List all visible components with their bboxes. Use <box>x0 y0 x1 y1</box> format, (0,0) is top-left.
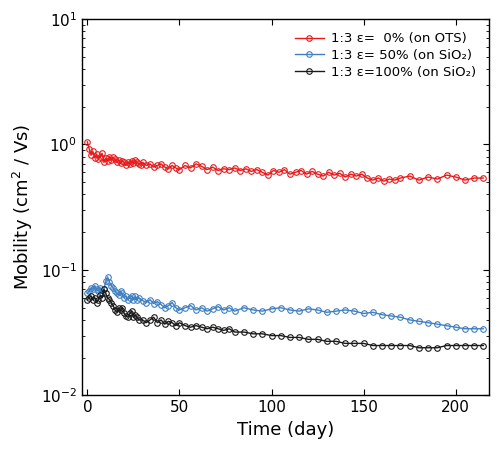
Line: 1:3 ε=100% (on SiO₂): 1:3 ε=100% (on SiO₂) <box>84 287 486 351</box>
1:3 ε=  0% (on OTS) <box>381 179 387 184</box>
1:3 ε=  0% (on OTS) <box>298 168 304 173</box>
1:3 ε=100% (on SiO₂) <box>416 345 422 351</box>
1:3 ε=100% (on SiO₂) <box>132 312 138 317</box>
1:3 ε=  0% (on OTS) <box>84 139 90 144</box>
Legend: 1:3 ε=  0% (on OTS), 1:3 ε= 50% (on SiO₂), 1:3 ε=100% (on SiO₂): 1:3 ε= 0% (on OTS), 1:3 ε= 50% (on SiO₂)… <box>288 26 482 86</box>
Y-axis label: Mobility (cm$^2$ / Vs): Mobility (cm$^2$ / Vs) <box>11 124 35 290</box>
1:3 ε=100% (on SiO₂) <box>134 315 140 320</box>
1:3 ε=100% (on SiO₂) <box>84 297 90 302</box>
Line: 1:3 ε= 50% (on SiO₂): 1:3 ε= 50% (on SiO₂) <box>84 274 486 332</box>
1:3 ε=100% (on SiO₂) <box>198 324 204 330</box>
1:3 ε= 50% (on SiO₂) <box>158 302 164 307</box>
1:3 ε=100% (on SiO₂) <box>158 317 164 323</box>
1:3 ε=100% (on SiO₂) <box>150 315 156 320</box>
1:3 ε= 50% (on SiO₂) <box>114 291 120 296</box>
1:3 ε=  0% (on OTS) <box>452 174 458 180</box>
1:3 ε= 50% (on SiO₂) <box>132 293 138 299</box>
1:3 ε=100% (on SiO₂) <box>480 343 486 348</box>
1:3 ε= 50% (on SiO₂) <box>462 326 468 332</box>
1:3 ε=100% (on SiO₂) <box>101 287 107 292</box>
1:3 ε= 50% (on SiO₂) <box>84 291 90 296</box>
1:3 ε=  0% (on OTS) <box>364 176 370 181</box>
1:3 ε=  0% (on OTS) <box>106 154 112 159</box>
1:3 ε= 50% (on SiO₂) <box>134 297 140 302</box>
1:3 ε=  0% (on OTS) <box>134 160 140 165</box>
1:3 ε=  0% (on OTS) <box>376 176 382 181</box>
1:3 ε= 50% (on SiO₂) <box>150 301 156 306</box>
X-axis label: Time (day): Time (day) <box>236 421 334 439</box>
1:3 ε= 50% (on SiO₂) <box>480 326 486 332</box>
1:3 ε=  0% (on OTS) <box>480 176 486 181</box>
1:3 ε= 50% (on SiO₂) <box>198 305 204 310</box>
Line: 1:3 ε=  0% (on OTS): 1:3 ε= 0% (on OTS) <box>84 139 486 184</box>
1:3 ε= 50% (on SiO₂) <box>104 274 110 279</box>
1:3 ε=100% (on SiO₂) <box>114 310 120 315</box>
